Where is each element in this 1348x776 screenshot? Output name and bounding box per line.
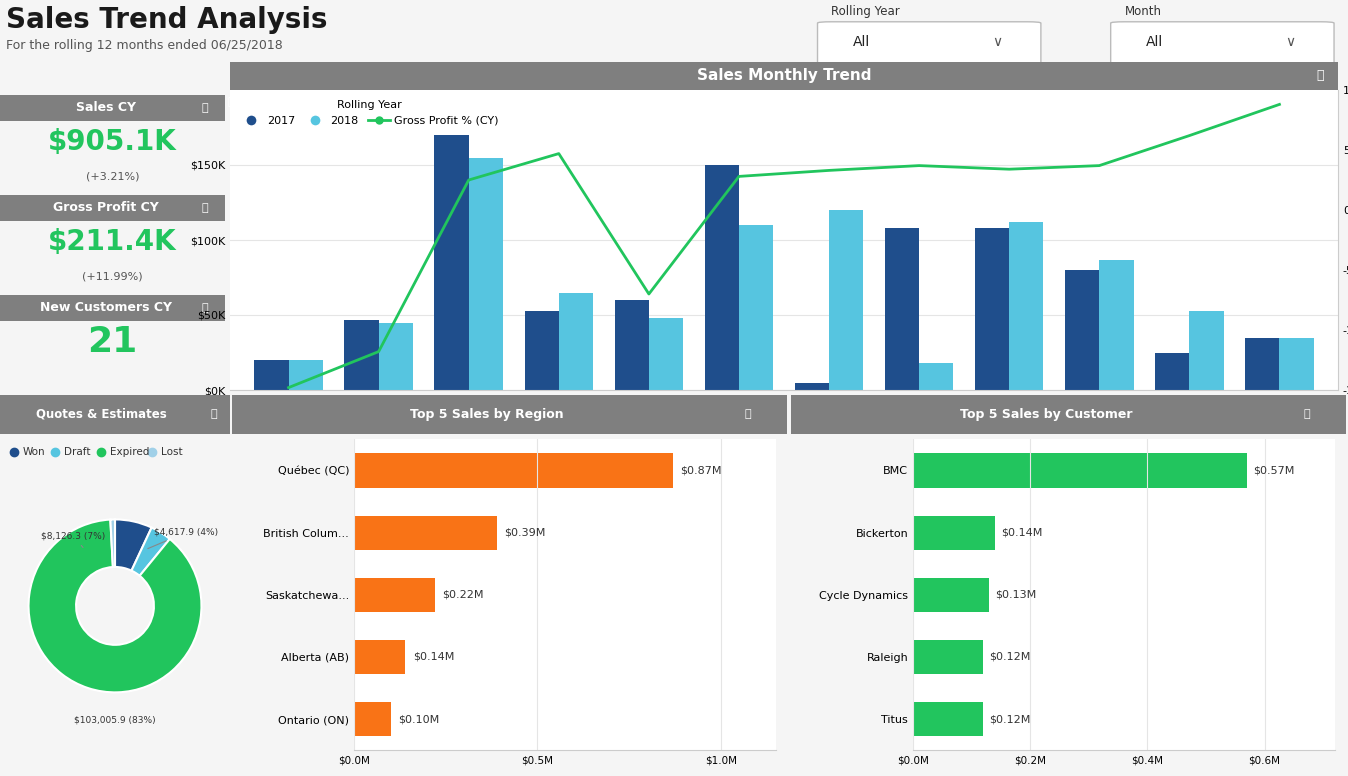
Bar bbox=[379, 323, 412, 390]
Bar bbox=[232, 395, 787, 434]
Bar bbox=[559, 293, 593, 390]
Bar bbox=[975, 228, 1010, 390]
Bar bbox=[469, 158, 503, 390]
Bar bbox=[919, 363, 953, 390]
Text: Top 5 Sales by Region: Top 5 Sales by Region bbox=[411, 407, 563, 421]
Text: All: All bbox=[1146, 35, 1163, 49]
Bar bbox=[344, 320, 379, 390]
Text: ⓘ: ⓘ bbox=[228, 98, 235, 108]
Bar bbox=[0, 195, 225, 220]
Text: (+11.99%): (+11.99%) bbox=[82, 272, 143, 282]
FancyBboxPatch shape bbox=[1111, 22, 1335, 64]
Text: Won: Won bbox=[23, 447, 46, 457]
Text: $211.4K: $211.4K bbox=[49, 228, 177, 257]
Text: Top 5 Sales by Customer: Top 5 Sales by Customer bbox=[960, 407, 1132, 421]
Text: ∨: ∨ bbox=[1285, 35, 1295, 49]
Text: Rolling Year: Rolling Year bbox=[832, 5, 900, 19]
Bar bbox=[829, 210, 863, 390]
Text: Quotes & Estimates: Quotes & Estimates bbox=[36, 407, 167, 421]
Bar bbox=[648, 318, 683, 390]
Bar bbox=[615, 300, 648, 390]
Text: ⓘ: ⓘ bbox=[745, 409, 751, 419]
Bar bbox=[1010, 222, 1043, 390]
Bar bbox=[1246, 338, 1279, 390]
Text: Draft: Draft bbox=[65, 447, 90, 457]
Bar bbox=[739, 225, 774, 390]
Text: ⓘ: ⓘ bbox=[201, 203, 208, 213]
Bar bbox=[0, 395, 231, 434]
Bar bbox=[1155, 352, 1189, 390]
Text: ∨: ∨ bbox=[992, 35, 1002, 49]
Bar bbox=[795, 383, 829, 390]
Text: ⓘ: ⓘ bbox=[201, 103, 208, 113]
Text: Month: Month bbox=[1124, 5, 1162, 19]
Bar bbox=[0, 95, 225, 120]
Text: Sales Trend Analysis: Sales Trend Analysis bbox=[7, 5, 328, 33]
Text: ⓘ: ⓘ bbox=[1317, 69, 1324, 82]
Text: Gross Profit CY: Gross Profit CY bbox=[53, 201, 159, 214]
Bar bbox=[288, 360, 322, 390]
Legend: 2017, 2018, Gross Profit % (CY): 2017, 2018, Gross Profit % (CY) bbox=[236, 95, 503, 130]
Bar bbox=[434, 135, 469, 390]
Text: For the rolling 12 months ended 06/25/2018: For the rolling 12 months ended 06/25/20… bbox=[7, 40, 283, 52]
Text: Sales Monthly Trend: Sales Monthly Trend bbox=[697, 68, 871, 83]
Bar bbox=[231, 61, 1339, 90]
Text: New Customers CY: New Customers CY bbox=[39, 301, 171, 314]
Bar bbox=[0, 295, 225, 320]
Text: ⓘ: ⓘ bbox=[1304, 409, 1310, 419]
Text: Expired: Expired bbox=[111, 447, 150, 457]
Bar bbox=[791, 395, 1347, 434]
Text: All: All bbox=[852, 35, 869, 49]
Bar bbox=[705, 165, 739, 390]
Bar bbox=[1279, 338, 1314, 390]
Bar bbox=[255, 360, 288, 390]
Bar bbox=[524, 310, 559, 390]
Text: (+3.21%): (+3.21%) bbox=[86, 171, 139, 182]
Text: Sales CY: Sales CY bbox=[75, 102, 136, 114]
Text: $905.1K: $905.1K bbox=[49, 129, 177, 157]
Bar bbox=[884, 228, 919, 390]
Text: ⓘ: ⓘ bbox=[210, 409, 217, 419]
Bar bbox=[1189, 310, 1224, 390]
Text: 21: 21 bbox=[88, 325, 137, 359]
Bar bbox=[1065, 270, 1099, 390]
Bar bbox=[1099, 259, 1134, 390]
Text: Lost: Lost bbox=[160, 447, 182, 457]
FancyBboxPatch shape bbox=[817, 22, 1041, 64]
Text: ⓘ: ⓘ bbox=[201, 303, 208, 313]
